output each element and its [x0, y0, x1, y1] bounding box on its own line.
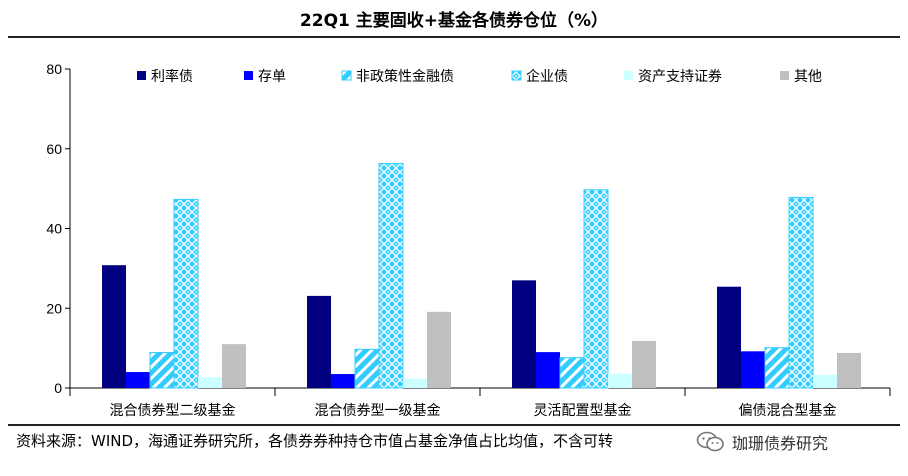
legend-label: 非政策性金融债 — [356, 68, 454, 85]
legend-label: 企业债 — [526, 68, 568, 85]
legend-label: 存单 — [258, 69, 286, 85]
source-note: 资料来源：WIND，海通证券研究所，各债券券种持仓市值占基金净值占比均值，不含可… — [16, 432, 614, 450]
y-tick-label: 0 — [54, 380, 62, 396]
y-tick-label: 20 — [46, 300, 62, 316]
bar — [331, 374, 355, 388]
legend-swatch — [341, 70, 352, 81]
bar — [559, 357, 585, 389]
legend-swatch — [137, 71, 146, 80]
bar — [764, 347, 790, 389]
x-category-label: 混合债券型一级基金 — [315, 402, 441, 419]
bar — [813, 374, 837, 388]
wechat-icon — [696, 431, 724, 452]
legend-label: 利率债 — [151, 68, 193, 85]
legend-swatch — [511, 70, 522, 81]
x-category-label: 混合债券型二级基金 — [110, 402, 236, 419]
legend-swatch — [244, 71, 253, 80]
bar — [102, 265, 126, 388]
bottom-rule — [8, 424, 900, 426]
chart-title: 22Q1 主要固收+基金各债券仓位（%） — [299, 11, 609, 31]
top-rule — [8, 36, 900, 38]
bar — [583, 189, 609, 389]
bar — [608, 373, 632, 388]
bar — [149, 352, 175, 389]
bar-chart: 0 20 40 60 80 混合债券型二级基金 混合债券型一级基金 灵活配置型基金 偏债混合型基… — [46, 61, 891, 419]
legend-label: 资产支持证券 — [638, 69, 722, 85]
bar — [222, 344, 246, 388]
y-tick-label: 80 — [46, 61, 62, 77]
x-category-label: 偏债混合型基金 — [739, 402, 837, 419]
bar — [307, 295, 331, 388]
legend-label: 其他 — [794, 69, 822, 85]
watermark: 珈珊债券研究 — [690, 428, 837, 456]
bar — [788, 196, 814, 389]
bar — [427, 311, 451, 388]
bar — [126, 372, 150, 388]
bar — [717, 286, 741, 388]
bar — [837, 352, 861, 388]
x-category-label: 灵活配置型基金 — [534, 402, 632, 419]
bar — [198, 377, 222, 388]
bar — [741, 351, 765, 388]
bar — [378, 163, 404, 389]
bar — [632, 340, 656, 388]
bar — [536, 352, 560, 388]
bar — [403, 378, 427, 388]
y-tick-label: 60 — [46, 141, 62, 157]
bar — [354, 348, 380, 389]
y-tick-label: 40 — [46, 221, 62, 237]
watermark-text: 珈珊债券研究 — [732, 434, 829, 453]
bar — [512, 280, 536, 388]
bar — [173, 198, 199, 389]
legend-swatch — [624, 71, 633, 80]
legend-swatch — [780, 71, 789, 80]
